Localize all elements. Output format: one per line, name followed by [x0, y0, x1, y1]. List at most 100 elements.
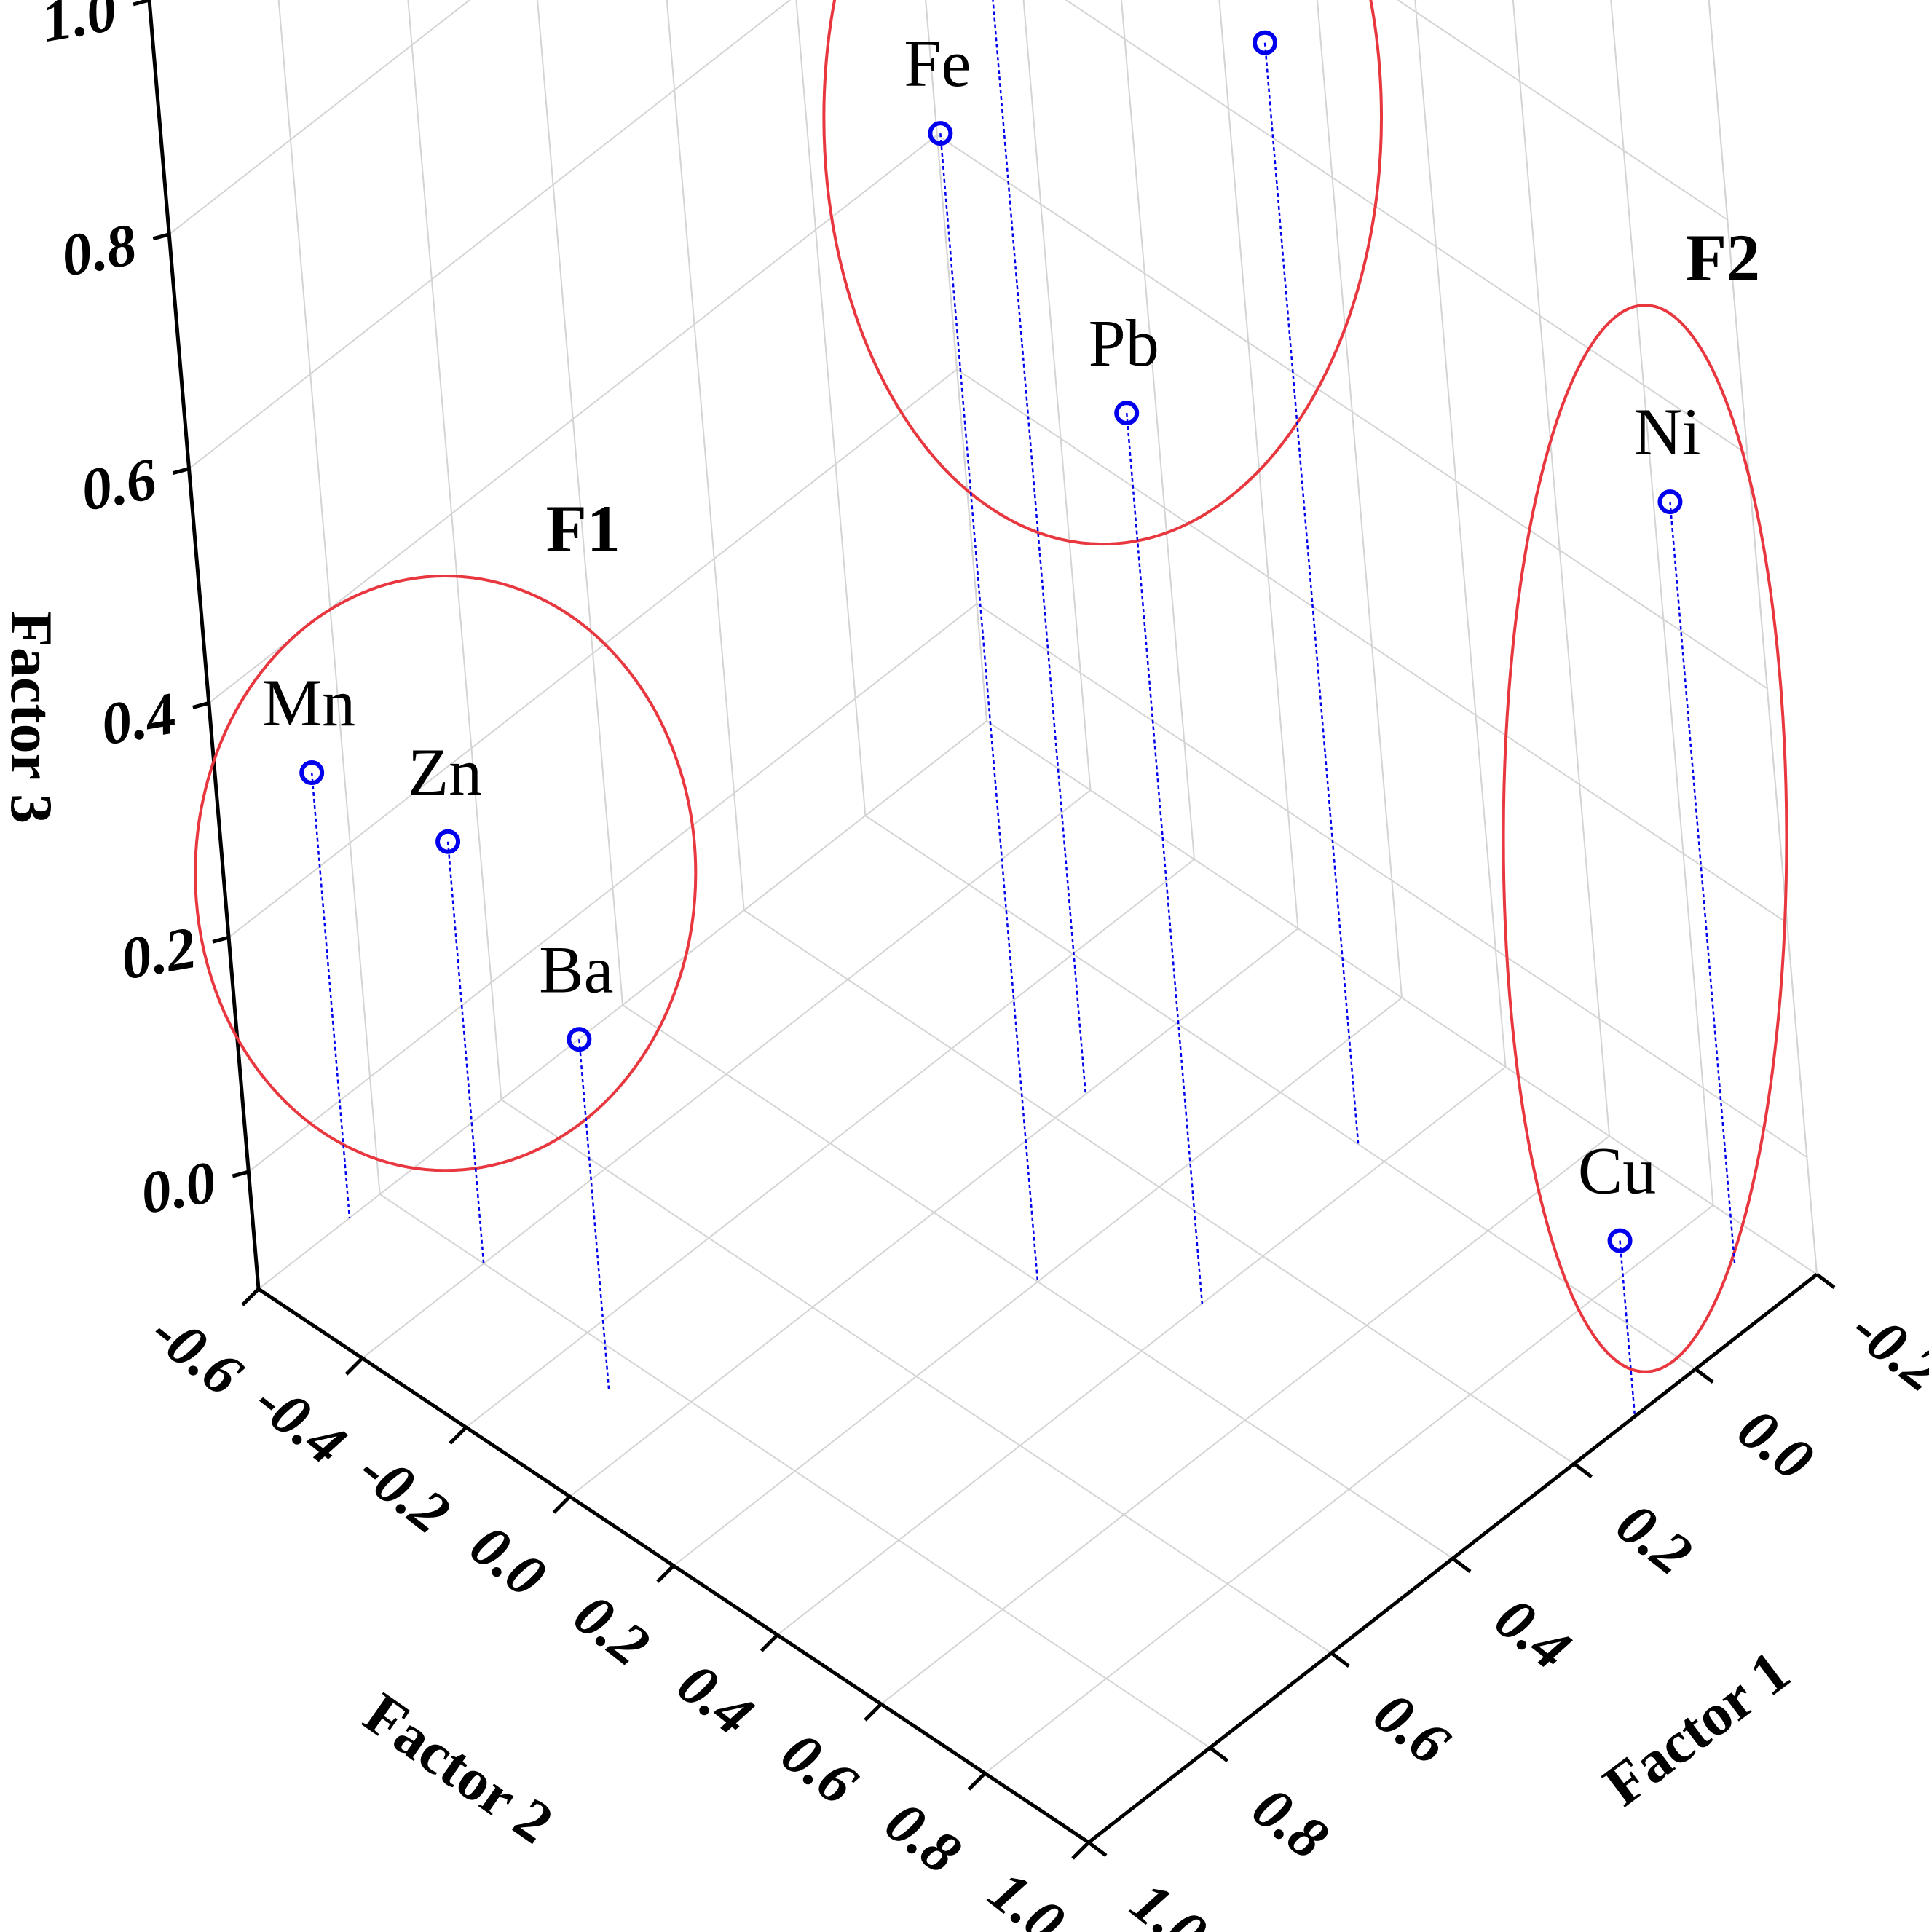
- factor2-tick-label: 0.4: [666, 1650, 765, 1748]
- wall-gridline: [407, 0, 502, 1100]
- floor-gridline: [776, 1066, 1507, 1636]
- wall-gridline: [537, 0, 623, 1006]
- wall-gridline: [1218, 0, 1299, 929]
- factor3-tick-mark: [172, 467, 190, 476]
- factor1-axis-title: Factor 1: [1592, 1638, 1802, 1819]
- factor1-tick-label: 0.8: [1241, 1774, 1341, 1872]
- wall-gridline: [1065, 0, 1748, 455]
- data-point-marker: [1253, 30, 1278, 55]
- wall-gridline: [248, 603, 977, 1172]
- factor2-tick-label: 1.0: [977, 1858, 1077, 1932]
- factor2-tick-mark: [864, 1703, 883, 1722]
- wall-gridline: [188, 0, 792, 470]
- factor3-tick-mark: [192, 701, 210, 709]
- factor2-tick-mark: [656, 1564, 675, 1583]
- factor1-tick-mark: [1694, 1368, 1714, 1384]
- factor3-tick-label: 0.8: [56, 211, 141, 289]
- drop-line: [446, 841, 485, 1264]
- cluster-label: F2: [1686, 221, 1760, 295]
- factor3-tick-mark: [152, 232, 170, 241]
- factor2-tick-mark: [760, 1633, 779, 1652]
- factor2-tick-mark: [241, 1288, 260, 1306]
- factor2-tick-label: 0.2: [562, 1581, 662, 1679]
- cluster-ellipses: [194, 0, 1788, 1373]
- drop-line: [1263, 42, 1360, 1145]
- data-point-marker: [299, 760, 325, 786]
- data-points: [299, 30, 1683, 1253]
- factor1-tick-label: 0.0: [1726, 1395, 1826, 1494]
- factor2-tick-label: -0.2: [347, 1436, 462, 1547]
- wall-gridline: [1414, 0, 1507, 1068]
- factor2-tick-mark: [1071, 1841, 1090, 1860]
- data-point-label: Mn: [262, 666, 355, 740]
- wall-gridline: [1316, 0, 1403, 998]
- data-point-label: Ba: [539, 932, 613, 1006]
- drop-line: [578, 1039, 610, 1392]
- wall-gridline: [228, 368, 958, 939]
- drop-line: [1619, 1240, 1636, 1417]
- factor1-tick-label: 0.2: [1605, 1490, 1705, 1588]
- drop-line: [1669, 501, 1736, 1264]
- factor1-tick-mark: [1087, 1841, 1108, 1857]
- factor1-tick-mark: [1451, 1557, 1472, 1573]
- floor-gridline: [880, 1135, 1610, 1705]
- factor1-tick-mark: [1573, 1462, 1593, 1478]
- factor2-tick-label: 0.6: [770, 1719, 869, 1818]
- axis-frame: [133, 0, 1836, 1860]
- data-point-label: Al: [1228, 0, 1295, 10]
- factor3-tick-label: 0.6: [76, 445, 162, 523]
- factor2-tick-label: 0.0: [458, 1512, 558, 1610]
- factor1-tick-mark: [1209, 1746, 1229, 1762]
- wall-gridline: [666, 0, 745, 911]
- drop-line: [310, 772, 351, 1218]
- wall-edge: [1708, 0, 1818, 1275]
- factor2-tick-mark: [449, 1426, 468, 1445]
- grid-layer: [149, 0, 1818, 1843]
- floor-gridline: [984, 1204, 1714, 1774]
- factor3-tick-label: 1.0: [36, 0, 122, 55]
- data-point-marker: [1114, 401, 1140, 426]
- factor3-axis-line: [147, 0, 261, 1290]
- floor-gridline: [569, 928, 1299, 1497]
- floor-gridline: [673, 997, 1403, 1566]
- cluster-ellipse: [1502, 304, 1788, 1373]
- data-point-label: Fe: [904, 26, 971, 100]
- wall-gridline: [925, 0, 987, 722]
- factor1-tick-label: 1.0: [1119, 1869, 1219, 1932]
- factor1-tick-label: -0.2: [1839, 1294, 1929, 1405]
- factor2-tick-mark: [552, 1495, 572, 1514]
- data-point-label: Pb: [1089, 306, 1159, 380]
- factor3-axis-title: Factor 3: [0, 611, 65, 824]
- wall-gridline: [277, 0, 381, 1195]
- data-point-label: Ni: [1633, 395, 1700, 469]
- factor3-tick-label: 0.0: [135, 1148, 221, 1226]
- drop-line: [939, 133, 1039, 1282]
- wall-gridline: [168, 0, 471, 235]
- wall-gridline: [1610, 0, 1714, 1206]
- drop-lines: [310, 0, 1736, 1417]
- factor2-tick-label: -0.4: [243, 1367, 358, 1478]
- factor2-tick-label: -0.6: [139, 1298, 254, 1408]
- wall-gridline: [976, 603, 1807, 1158]
- cluster-ellipse: [822, 0, 1383, 545]
- wall-gridline: [1022, 0, 1092, 791]
- wall-gridline: [956, 368, 1788, 924]
- data-point-marker: [1607, 1228, 1633, 1253]
- drop-line: [1125, 412, 1204, 1304]
- factor1-tick-label: 0.6: [1362, 1679, 1461, 1778]
- data-point-label: Cu: [1578, 1134, 1656, 1208]
- wall-gridline: [925, 0, 987, 722]
- factor2-tick-mark: [967, 1772, 987, 1791]
- drop-line: [992, 0, 1087, 1095]
- data-point-label: Zn: [408, 735, 482, 809]
- factor2-axis-title: Factor 2: [352, 1680, 565, 1856]
- cluster-ellipse: [194, 575, 698, 1172]
- factor3-tick-mark: [232, 1170, 250, 1178]
- data-point-marker: [567, 1027, 592, 1052]
- factor3-tick-mark: [133, 0, 150, 7]
- factor1-tick-label: 0.4: [1483, 1585, 1583, 1683]
- data-point-marker: [1657, 489, 1683, 515]
